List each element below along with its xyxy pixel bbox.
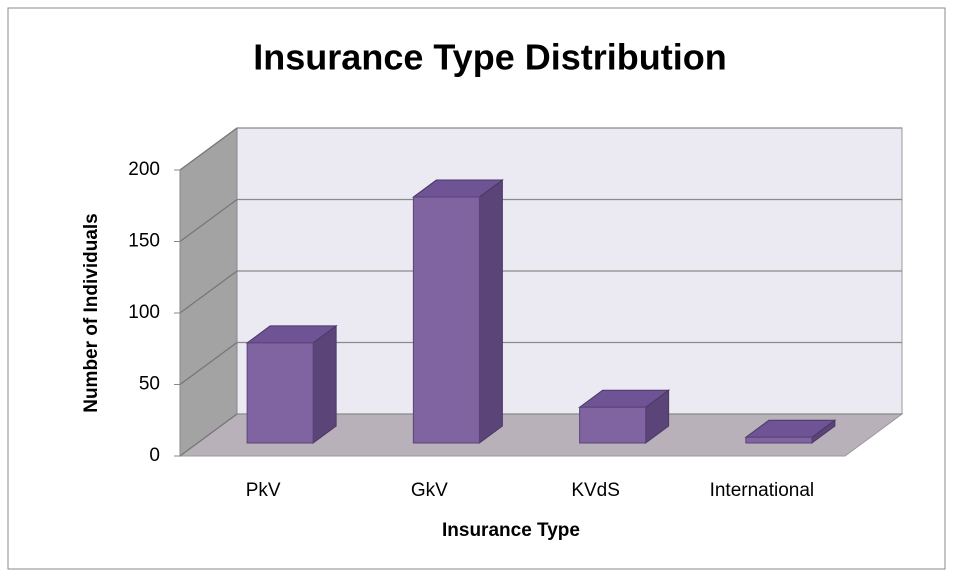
- y-axis-title: Number of Individuals: [81, 213, 102, 413]
- y-tick-label: 200: [128, 159, 160, 180]
- x-tick-label: International: [710, 480, 815, 501]
- y-tick-label: 150: [128, 231, 160, 252]
- bar: [412, 196, 480, 444]
- grid-line: [179, 127, 238, 171]
- bar-side: [312, 324, 337, 444]
- bar: [579, 406, 647, 444]
- grid-line: [179, 341, 238, 386]
- grid-line: [179, 413, 238, 457]
- y-tick-label: 50: [139, 374, 160, 395]
- y-tick-label: 100: [128, 302, 160, 323]
- bar-side: [478, 179, 503, 444]
- grid-line: [179, 270, 238, 314]
- x-tick-label: KVdS: [571, 480, 620, 501]
- x-axis-title: Insurance Type: [442, 520, 580, 541]
- x-tick-label: GkV: [411, 480, 448, 501]
- grid-line: [179, 198, 238, 243]
- x-tick-label: PkV: [246, 480, 281, 501]
- chart-title: Insurance Type Distribution: [253, 37, 726, 78]
- bar: [246, 342, 314, 444]
- bar: [745, 436, 813, 444]
- y-tick-label: 0: [149, 445, 160, 466]
